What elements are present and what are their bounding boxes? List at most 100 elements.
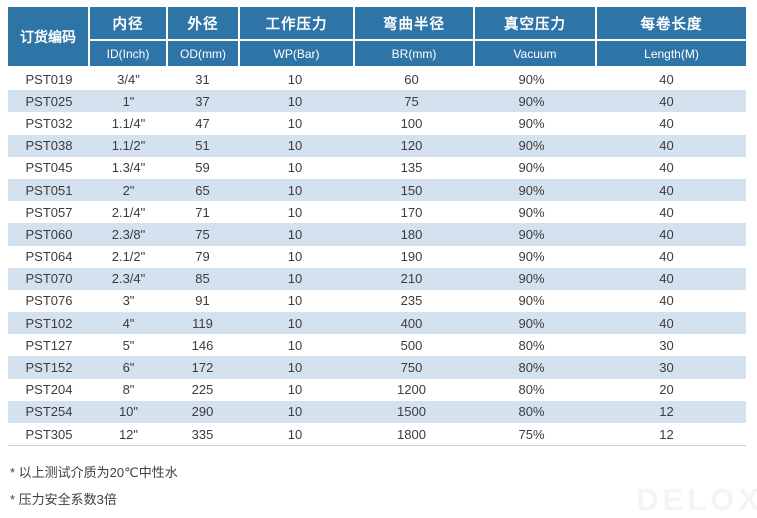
table-cell: 79 [195,249,210,265]
header-vacuum-en: Vacuum [475,41,595,66]
table-cell: 100 [400,115,423,131]
table-row: PST064 2.1/2" 79 10 190 90% 40 [8,245,746,268]
table-cell: 40 [659,226,674,242]
table-cell: PST070 [25,271,73,287]
table-cell: 47 [195,115,210,131]
table-cell: 90% [518,93,545,109]
table-cell: 12" [118,426,139,442]
table-cell: 1500 [397,404,426,420]
table-cell: 2.3/8" [111,226,146,242]
table-header: 订货编码 内径 外径 工作压力 弯曲半径 真空压力 每卷长度 ID(Inch) … [8,7,746,66]
table-cell: 10 [287,337,303,353]
table-cell: 10 [287,115,303,131]
footnote-safety-factor: * 压力安全系数3倍 [10,492,117,507]
table-cell: 90% [518,115,545,131]
table-cell: PST045 [25,160,73,176]
header-length-en: Length(M) [597,41,746,66]
table-cell: 90% [518,204,545,220]
table-cell: 90% [518,271,545,287]
table-cell: 90% [518,249,545,265]
table-cell: 10 [287,160,303,176]
table-cell: 2.1/2" [111,249,146,265]
header-id-en: ID(Inch) [90,41,166,66]
header-wp-en: WP(Bar) [240,41,353,66]
table-row: PST051 2" 65 10 150 90% 40 [8,178,746,202]
header-od-zh: 外径 [168,7,238,39]
table-cell: 146 [191,337,214,353]
table-cell: PST152 [25,360,73,376]
table-cell: 170 [400,204,423,220]
table-row: PST102 4" 119 10 400 90% 40 [8,312,746,335]
table-cell: 10 [287,204,303,220]
table-cell: 85 [195,271,210,287]
table-cell: PST127 [25,337,73,353]
header-id-zh: 内径 [90,7,166,39]
table-cell: 2" [122,182,135,198]
table-cell: 40 [659,93,674,109]
table-cell: 335 [191,426,214,442]
table-cell: 10 [287,293,303,309]
table-cell: 80% [518,337,545,353]
table-cell: PST254 [25,404,73,420]
table-cell: 40 [659,138,674,154]
footnotes: * 以上测试介质为20℃中性水 * 压力安全系数3倍 [10,459,178,513]
table-cell: 750 [400,360,423,376]
table-cell: 75 [404,93,419,109]
table-cell: 80% [518,360,545,376]
table-cell: 90% [518,315,545,331]
table-cell: 1.1/2" [111,138,146,154]
table-row: PST060 2.3/8" 75 10 180 90% 40 [8,223,746,246]
table-cell: 90% [518,71,545,87]
table-cell: 1.3/4" [111,160,146,176]
table-row: PST305 12" 335 10 1800 75% 12 [8,423,746,446]
table-cell: 235 [400,293,423,309]
table-cell: PST019 [25,71,73,87]
table-row: PST057 2.1/4" 71 10 170 90% 40 [8,201,746,224]
table-cell: 40 [659,315,674,331]
table-cell: 119 [192,315,213,331]
table-cell: 91 [195,293,210,309]
table-row: PST254 10" 290 10 1500 80% 12 [8,400,746,423]
table-cell: 290 [191,404,214,420]
table-cell: 3/4" [117,71,140,87]
table-cell: 10 [287,382,303,398]
table-cell: 2.3/4" [111,271,146,287]
table-row: PST127 5" 146 10 500 80% 30 [8,334,746,357]
table-cell: 400 [400,315,423,331]
table-cell: 8" [122,382,135,398]
table-cell: 40 [659,204,674,220]
footnote-test-medium: * 以上测试介质为20℃中性水 [10,465,178,480]
table-cell: 172 [191,360,214,376]
header-wp-zh: 工作压力 [240,7,353,39]
table-row: PST025 1" 37 10 75 90% 40 [8,90,746,113]
table-cell: 10 [287,271,303,287]
table-cell: 3" [122,293,135,309]
header-length-zh: 每卷长度 [597,7,746,39]
table-cell: 5" [122,337,135,353]
table-cell: 1800 [397,426,426,442]
table-cell: 180 [400,226,423,242]
table-cell: PST032 [25,115,73,131]
table-cell: 40 [659,293,674,309]
table-cell: 90% [518,182,545,198]
table-cell: 4" [122,315,135,331]
table-row: PST204 8" 225 10 1200 80% 20 [8,378,746,401]
table-cell: 6" [122,360,135,376]
table-cell: 12 [659,404,674,420]
table-cell: PST060 [25,226,73,242]
table-cell: PST102 [25,315,73,331]
table-cell: 80% [518,382,545,398]
table-cell: 190 [400,249,423,265]
table-row: PST076 3" 91 10 235 90% 40 [8,289,746,313]
table-cell: 20 [659,382,674,398]
table-cell: 37 [195,93,210,109]
table-row: PST070 2.3/4" 85 10 210 90% 40 [8,267,746,290]
table-cell: 90% [518,160,545,176]
table-cell: 90% [518,226,545,242]
table-cell: 40 [659,271,674,287]
table-cell: 10 [287,226,303,242]
table-cell: 60 [404,71,419,87]
table-cell: 75% [518,426,545,442]
table-cell: 10 [287,93,303,109]
table-row: PST038 1.1/2" 51 10 120 90% 40 [8,134,746,157]
